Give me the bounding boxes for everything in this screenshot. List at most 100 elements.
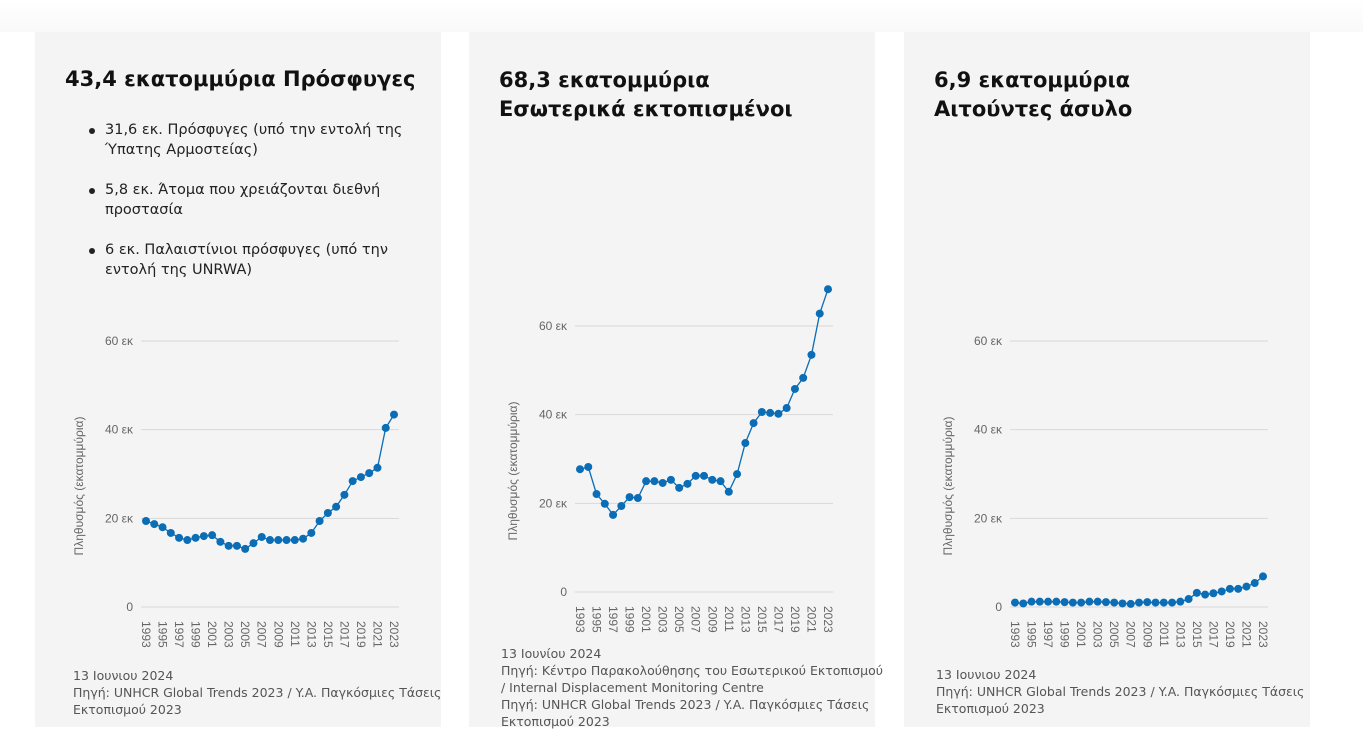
y-axis-label: Πληθυσμός (εκατομμύρια) bbox=[941, 417, 955, 556]
data-point bbox=[675, 483, 684, 492]
data-point bbox=[266, 536, 274, 545]
x-tick-label: 2005 bbox=[672, 606, 686, 633]
data-point bbox=[733, 470, 742, 479]
data-point bbox=[782, 404, 791, 413]
data-point bbox=[1126, 599, 1135, 608]
x-tick-label: 2003 bbox=[656, 606, 670, 633]
data-point bbox=[232, 541, 241, 550]
data-point bbox=[175, 533, 184, 542]
x-tick-label: 2019 bbox=[788, 606, 802, 633]
y-tick-label: 60 εκ bbox=[105, 334, 134, 348]
x-tick-label: 2005 bbox=[1107, 621, 1121, 648]
x-tick-label: 1995 bbox=[156, 621, 170, 648]
x-tick-label: 1995 bbox=[590, 606, 604, 633]
x-tick-label: 2015 bbox=[321, 621, 335, 648]
footer-source: Εκτοπισμού 2023 bbox=[73, 702, 182, 717]
data-point bbox=[332, 502, 341, 511]
data-point bbox=[315, 516, 324, 525]
x-tick-label: 1997 bbox=[1041, 621, 1055, 648]
data-point bbox=[1011, 598, 1019, 607]
data-point bbox=[1225, 584, 1234, 593]
data-point bbox=[1242, 582, 1251, 591]
data-point bbox=[142, 516, 150, 525]
data-point bbox=[224, 541, 233, 550]
y-axis-label: Πληθυσμός (εκατομμύρια) bbox=[72, 417, 86, 556]
y-tick-label: 40 εκ bbox=[539, 408, 568, 422]
data-point bbox=[609, 510, 618, 519]
data-point bbox=[307, 528, 316, 537]
data-point bbox=[1192, 588, 1201, 597]
data-point bbox=[1176, 597, 1185, 606]
data-point bbox=[592, 490, 601, 499]
x-tick-label: 2001 bbox=[639, 606, 653, 633]
x-tick-label: 2007 bbox=[1124, 621, 1138, 648]
data-point bbox=[650, 477, 659, 486]
data-point bbox=[1035, 597, 1044, 606]
series-line bbox=[145, 414, 395, 550]
x-tick-label: 2009 bbox=[1140, 621, 1154, 648]
y-tick-label: 0 bbox=[995, 600, 1002, 614]
panel-footer: 13 Ιουνιου 2024 Πηγή: UNHCR Global Trend… bbox=[936, 666, 1316, 717]
x-tick-label: 2021 bbox=[370, 621, 384, 648]
x-tick-label: 1997 bbox=[606, 606, 620, 633]
data-point bbox=[1093, 597, 1102, 606]
data-point bbox=[1110, 598, 1119, 607]
data-point bbox=[790, 384, 799, 393]
footer-source: Πηγή: UNHCR Global Trends 2023 / Y.A. Πα… bbox=[936, 684, 1305, 699]
x-tick-label: 2017 bbox=[337, 621, 351, 648]
data-point bbox=[757, 408, 766, 417]
footer-source: Εκτοπισμού 2023 bbox=[501, 714, 610, 729]
data-point bbox=[158, 523, 167, 532]
data-point bbox=[1052, 597, 1061, 606]
x-tick-label: 2015 bbox=[1190, 621, 1204, 648]
data-point bbox=[1234, 584, 1243, 593]
panel-title: 68,3 εκατομμύρια Εσωτερικά εκτοπισμένοι bbox=[499, 66, 793, 124]
data-point bbox=[1217, 587, 1226, 596]
x-tick-label: 1993 bbox=[573, 606, 587, 633]
data-point bbox=[340, 490, 349, 499]
asylum-seekers-panel: 6,9 εκατομμύρια Αιτούντες άσυλο Πληθυσμό… bbox=[904, 32, 1310, 727]
data-point bbox=[807, 350, 816, 359]
title-line: 6,9 εκατομμύρια bbox=[934, 68, 1131, 92]
data-point bbox=[323, 509, 332, 518]
data-point bbox=[617, 501, 626, 510]
title-line: 43,4 εκατομμύρια Πρόσφυγες bbox=[65, 67, 416, 91]
data-point bbox=[600, 499, 609, 508]
series-line bbox=[579, 288, 829, 516]
data-point bbox=[1019, 599, 1028, 608]
data-point bbox=[666, 475, 675, 484]
x-tick-label: 2013 bbox=[1173, 621, 1187, 648]
data-point bbox=[183, 536, 192, 545]
x-tick-label: 2009 bbox=[271, 621, 285, 648]
breakdown-item: 31,6 εκ. Πρόσφυγες (υπό την εντολή της Ύ… bbox=[87, 120, 407, 160]
panel-footer: 13 Ιουνιου 2024 Πηγή: UNHCR Global Trend… bbox=[73, 667, 453, 718]
data-point bbox=[658, 478, 667, 487]
data-point bbox=[249, 539, 258, 548]
data-point bbox=[282, 536, 291, 545]
y-tick-label: 60 εκ bbox=[974, 334, 1003, 348]
panel-footer: 13 Ιουνίου 2024 Πηγή: Κέντρο Παρακολούθη… bbox=[501, 645, 883, 730]
title-line: 68,3 εκατομμύρια bbox=[499, 68, 710, 92]
x-tick-label: 1993 bbox=[139, 621, 153, 648]
data-point bbox=[824, 285, 832, 294]
data-point bbox=[1077, 598, 1086, 607]
data-point bbox=[1085, 597, 1094, 606]
data-point bbox=[166, 528, 175, 537]
y-tick-label: 40 εκ bbox=[105, 423, 134, 437]
data-point bbox=[642, 477, 651, 486]
data-point bbox=[1027, 597, 1036, 606]
x-tick-label: 2005 bbox=[238, 621, 252, 648]
x-tick-label: 1999 bbox=[1058, 621, 1072, 648]
footer-date: 13 Ιουνιου 2024 bbox=[936, 667, 1037, 682]
data-point bbox=[576, 465, 584, 474]
data-point bbox=[356, 473, 365, 482]
data-point bbox=[766, 408, 775, 417]
data-point bbox=[1143, 598, 1152, 607]
data-point bbox=[741, 439, 750, 448]
x-tick-label: 2011 bbox=[722, 606, 736, 632]
footer-date: 13 Ιουνιου 2024 bbox=[73, 668, 174, 683]
data-point bbox=[1118, 599, 1127, 608]
x-tick-label: 2015 bbox=[755, 606, 769, 633]
x-tick-label: 1997 bbox=[172, 621, 186, 648]
x-tick-label: 2007 bbox=[689, 606, 703, 633]
